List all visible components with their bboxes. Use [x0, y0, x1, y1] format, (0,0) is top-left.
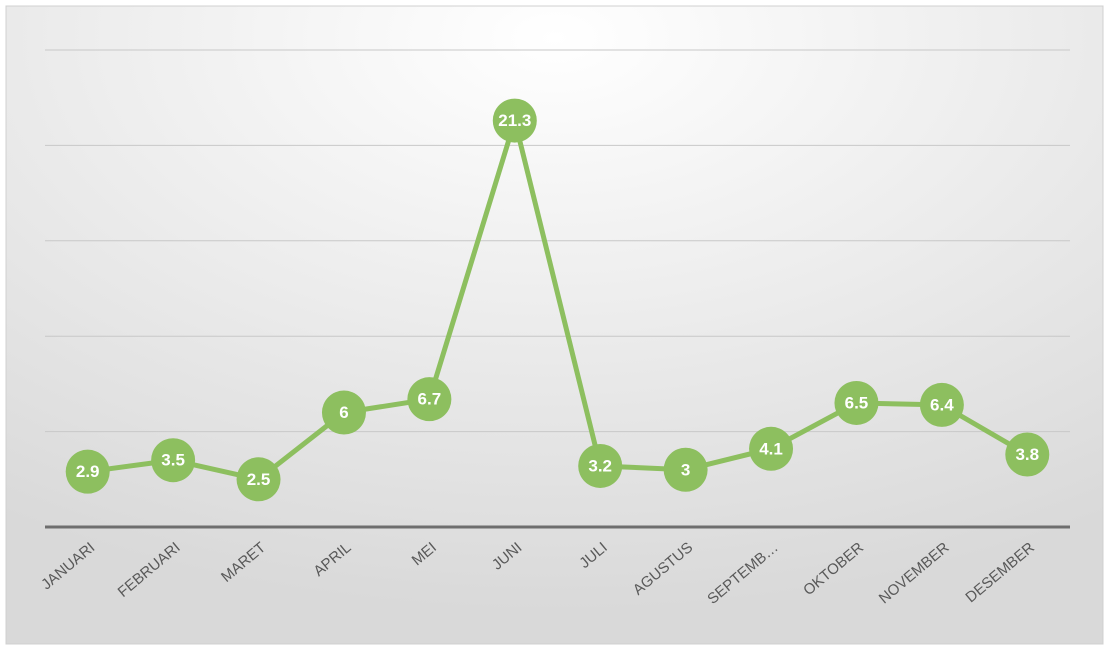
- chart-background: [5, 5, 1104, 645]
- data-marker: [578, 443, 623, 488]
- data-label: 4.1: [759, 439, 783, 458]
- data-label: 2.9: [76, 462, 100, 481]
- data-marker: [236, 457, 281, 502]
- data-marker: [1005, 432, 1050, 477]
- data-label: 2.5: [247, 470, 271, 489]
- data-label: 3.2: [588, 456, 612, 475]
- data-label: 6.4: [930, 395, 954, 414]
- data-label: 21.3: [498, 111, 531, 130]
- data-marker: [65, 449, 110, 494]
- data-label: 6.5: [845, 393, 869, 412]
- data-marker: [492, 98, 537, 143]
- data-marker: [407, 377, 452, 422]
- data-marker: [749, 426, 794, 471]
- data-marker: [151, 438, 196, 483]
- data-marker: [834, 380, 879, 425]
- data-marker: [321, 390, 366, 435]
- data-label: 3: [681, 460, 690, 479]
- data-label: 6.7: [418, 390, 442, 409]
- data-marker: [663, 447, 708, 492]
- data-label: 3.5: [161, 451, 185, 470]
- data-label: 6: [339, 403, 348, 422]
- data-label: 3.8: [1015, 445, 1039, 464]
- data-marker: [919, 382, 964, 427]
